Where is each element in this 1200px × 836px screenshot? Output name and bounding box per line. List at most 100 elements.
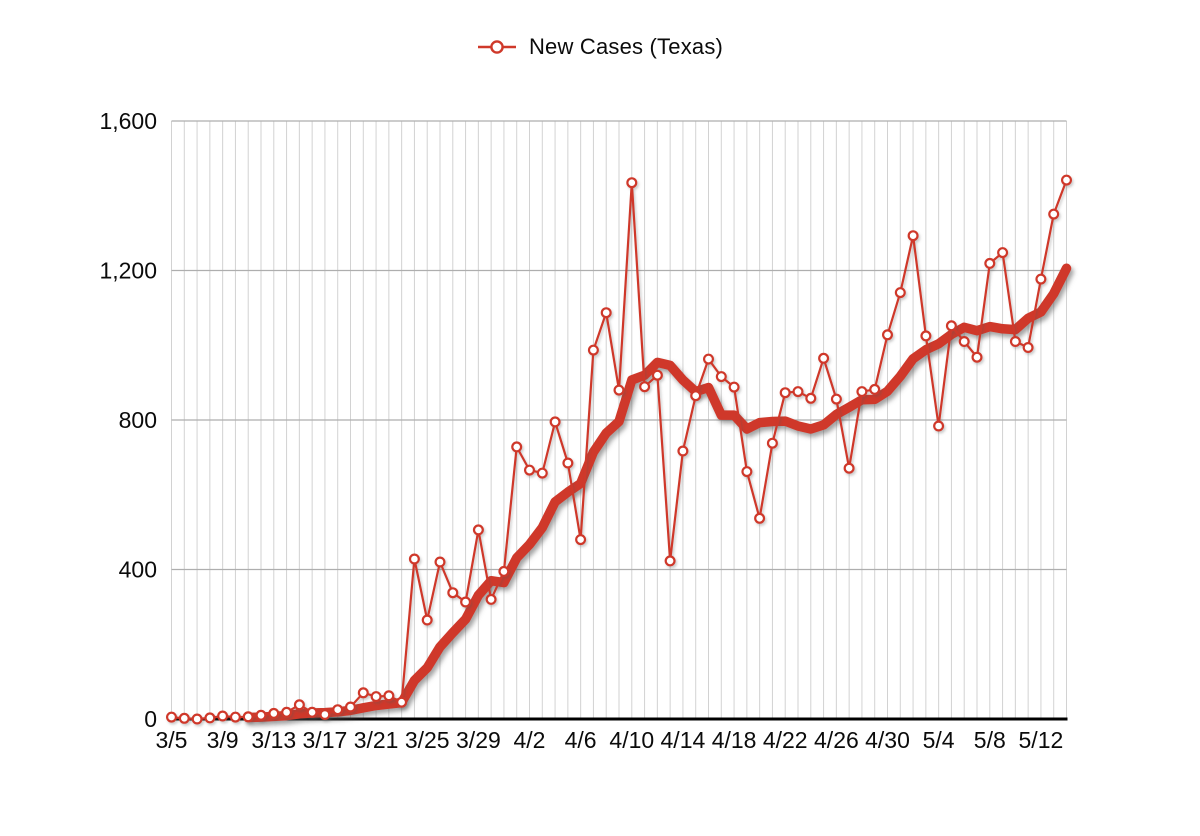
data-point-marker [204, 712, 216, 724]
data-point-marker [472, 524, 484, 536]
x-tick-label: 4/26 [814, 727, 859, 753]
data-point-marker [997, 247, 1009, 259]
data-point-marker [741, 466, 753, 478]
x-tick-label: 4/22 [763, 727, 808, 753]
data-point-marker [754, 512, 766, 524]
data-point-marker [677, 445, 689, 457]
data-point-marker [894, 287, 906, 299]
data-point-marker [639, 381, 651, 393]
x-tick-labels: 3/5 3/9 3/13 3/17 3/21 3/25 3/29 4/2 4/6 4/10 4/14… [156, 727, 1064, 753]
data-point-marker [613, 384, 625, 396]
data-point-marker [498, 565, 510, 577]
data-point-marker [396, 696, 408, 708]
data-point-marker [830, 393, 842, 405]
x-tick-label: 4/18 [712, 727, 757, 753]
data-point-marker [178, 712, 190, 724]
x-tick-label: 3/9 [207, 727, 239, 753]
data-point-marker [357, 687, 369, 699]
data-point-marker [306, 706, 318, 718]
y-tick-label: 800 [119, 407, 157, 433]
y-tick-labels: 0 400 800 1,200 1,600 [99, 108, 157, 732]
data-point-marker [856, 386, 868, 398]
data-point-marker [408, 553, 420, 565]
data-point-marker [664, 555, 676, 567]
x-tick-label: 4/2 [514, 727, 546, 753]
y-tick-label: 1,200 [99, 258, 157, 284]
legend: New Cases (Texas) [0, 34, 1200, 60]
data-point-marker [268, 707, 280, 719]
data-point-marker [562, 457, 574, 469]
data-point-marker [702, 353, 714, 365]
data-point-marker [843, 462, 855, 474]
data-point-marker [217, 710, 229, 722]
data-point-marker [434, 556, 446, 568]
daily-series [166, 174, 1072, 725]
data-point-marker [690, 390, 702, 402]
data-point-marker [1022, 342, 1034, 354]
data-point-marker [869, 383, 881, 395]
data-point-marker [945, 320, 957, 332]
x-tick-label: 3/5 [156, 727, 188, 753]
data-point-marker [191, 713, 203, 725]
data-point-marker [536, 467, 548, 479]
data-point-marker [626, 177, 638, 189]
data-point-marker [728, 381, 740, 393]
data-point-marker [345, 701, 357, 713]
data-point-marker [460, 596, 472, 608]
moving-average-line [243, 263, 1072, 723]
x-tick-label: 5/4 [923, 727, 955, 753]
data-point-marker [1048, 208, 1060, 220]
data-point-marker [242, 711, 254, 723]
data-point-marker [971, 351, 983, 363]
data-point-marker [549, 416, 561, 428]
x-tick-label: 3/25 [405, 727, 450, 753]
data-point-marker [600, 307, 612, 319]
data-point-marker [511, 441, 523, 453]
data-point-marker [575, 534, 587, 546]
data-point-marker [779, 387, 791, 399]
data-point-marker [1035, 273, 1047, 285]
data-point-marker [805, 392, 817, 404]
data-point-marker [881, 329, 893, 341]
data-point-marker [383, 690, 395, 702]
y-tick-label: 0 [144, 706, 157, 732]
legend-line-marker-icon [477, 40, 516, 54]
x-tick-label: 3/29 [456, 727, 501, 753]
data-point-marker [818, 352, 830, 364]
data-point-marker [166, 711, 178, 723]
data-point-marker [447, 587, 459, 599]
data-point-marker [281, 706, 293, 718]
data-point-marker [1060, 174, 1072, 186]
x-tick-label: 4/30 [865, 727, 910, 753]
x-tick-label: 5/12 [1019, 727, 1064, 753]
data-point-marker [958, 336, 970, 348]
x-tick-label: 3/13 [251, 727, 296, 753]
data-point-marker [907, 230, 919, 242]
data-point-marker [766, 437, 778, 449]
y-tick-label: 400 [119, 557, 157, 583]
daily-markers [166, 174, 1072, 725]
data-point-marker [920, 330, 932, 342]
data-point-marker [1009, 336, 1021, 348]
x-tick-label: 3/21 [354, 727, 399, 753]
y-tick-label: 1,600 [99, 108, 157, 134]
x-tick-label: 4/14 [661, 727, 706, 753]
legend-label: New Cases (Texas) [528, 34, 724, 59]
data-point-marker [255, 709, 267, 721]
data-point-marker [523, 464, 535, 476]
data-point-marker [332, 704, 344, 716]
x-tick-label: 4/10 [609, 727, 654, 753]
x-tick-label: 5/8 [974, 727, 1006, 753]
data-point-marker [715, 371, 727, 383]
x-tick-label: 3/17 [303, 727, 348, 753]
data-point-marker [421, 614, 433, 626]
data-point-marker [651, 369, 663, 381]
data-point-marker [792, 386, 804, 398]
data-point-marker [370, 691, 382, 703]
data-point-marker [293, 699, 305, 711]
data-point-marker [485, 593, 497, 605]
data-point-marker [229, 711, 241, 723]
data-point-marker [319, 708, 331, 720]
